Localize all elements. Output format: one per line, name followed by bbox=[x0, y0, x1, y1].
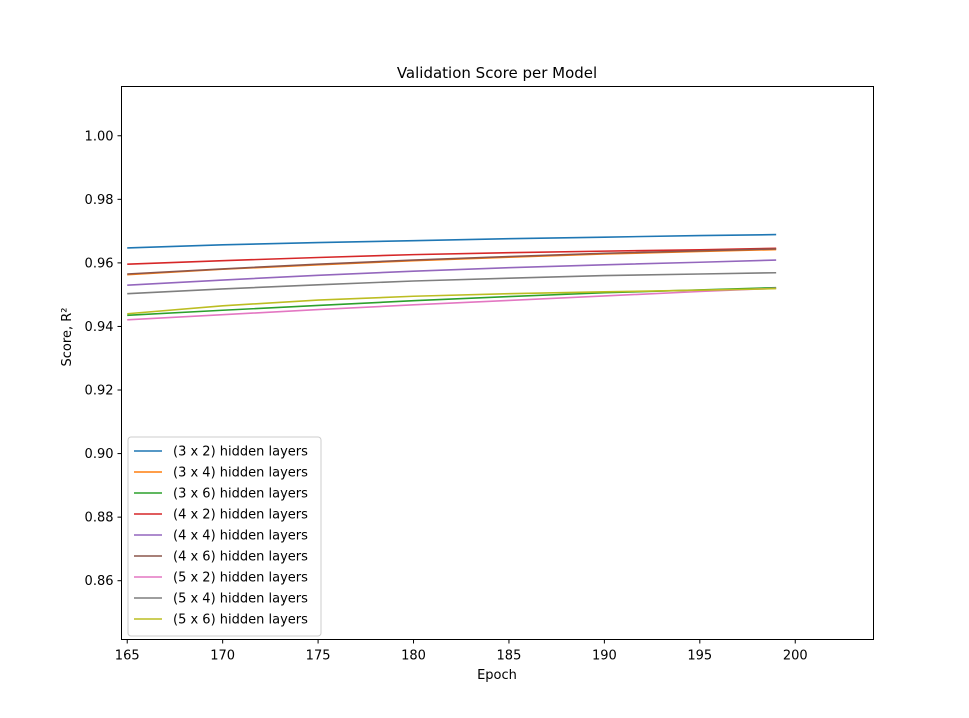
legend-entry-label: (4 x 4) hidden layers bbox=[173, 529, 308, 544]
legend-entry-label: (3 x 4) hidden layers bbox=[173, 466, 308, 481]
y-tick-label: 0.94 bbox=[85, 320, 114, 335]
x-tick-label: 195 bbox=[687, 649, 712, 664]
series-line-5 bbox=[127, 248, 777, 275]
legend-box bbox=[127, 436, 322, 637]
legend-entry-label: (3 x 6) hidden layers bbox=[173, 487, 308, 502]
x-tick-label: 165 bbox=[115, 649, 140, 664]
legend-entry-label: (5 x 6) hidden layers bbox=[173, 613, 308, 628]
y-tick-label: 0.88 bbox=[85, 511, 114, 526]
legend: (3 x 2) hidden layers (3 x 4) hidden laye… bbox=[127, 436, 322, 637]
series-line-4 bbox=[127, 259, 777, 286]
series-lines bbox=[127, 233, 777, 321]
legend-entry-label: (4 x 6) hidden layers bbox=[173, 550, 308, 565]
x-tick-label: 185 bbox=[497, 649, 522, 664]
y-axis-ticks: 0.86 0.88 0.90 0.92 0.94 0.96 0.98 1.00 bbox=[85, 129, 122, 589]
y-tick-label: 0.96 bbox=[85, 256, 114, 271]
y-tick-label: 0.98 bbox=[85, 193, 114, 208]
legend-entry-label: (5 x 2) hidden layers bbox=[173, 571, 308, 586]
legend-entry-label: (5 x 4) hidden layers bbox=[173, 592, 308, 607]
series-line-6 bbox=[127, 287, 777, 321]
series-line-0 bbox=[127, 233, 777, 249]
y-axis-label: Score, R² bbox=[60, 308, 75, 367]
y-tick-label: 0.86 bbox=[85, 574, 114, 589]
series-line-3 bbox=[127, 247, 777, 265]
x-tick-label: 190 bbox=[592, 649, 617, 664]
x-axis-label: Epoch bbox=[477, 668, 517, 683]
x-tick-label: 175 bbox=[306, 649, 331, 664]
axes-frame bbox=[121, 86, 874, 640]
y-tick-label: 0.90 bbox=[85, 447, 114, 462]
series-line-7 bbox=[127, 271, 777, 295]
x-tick-label: 170 bbox=[210, 649, 235, 664]
x-axis-ticks: 165 170 175 180 185 190 195 200 bbox=[115, 639, 808, 664]
x-tick-label: 200 bbox=[783, 649, 808, 664]
chart-title: Validation Score per Model bbox=[397, 64, 597, 82]
series-line-8 bbox=[127, 287, 777, 315]
y-tick-label: 1.00 bbox=[85, 129, 114, 144]
x-tick-label: 180 bbox=[401, 649, 426, 664]
y-tick-label: 0.92 bbox=[85, 384, 114, 399]
legend-entry-label: (4 x 2) hidden layers bbox=[173, 508, 308, 523]
legend-entry-label: (3 x 2) hidden layers bbox=[173, 445, 308, 460]
